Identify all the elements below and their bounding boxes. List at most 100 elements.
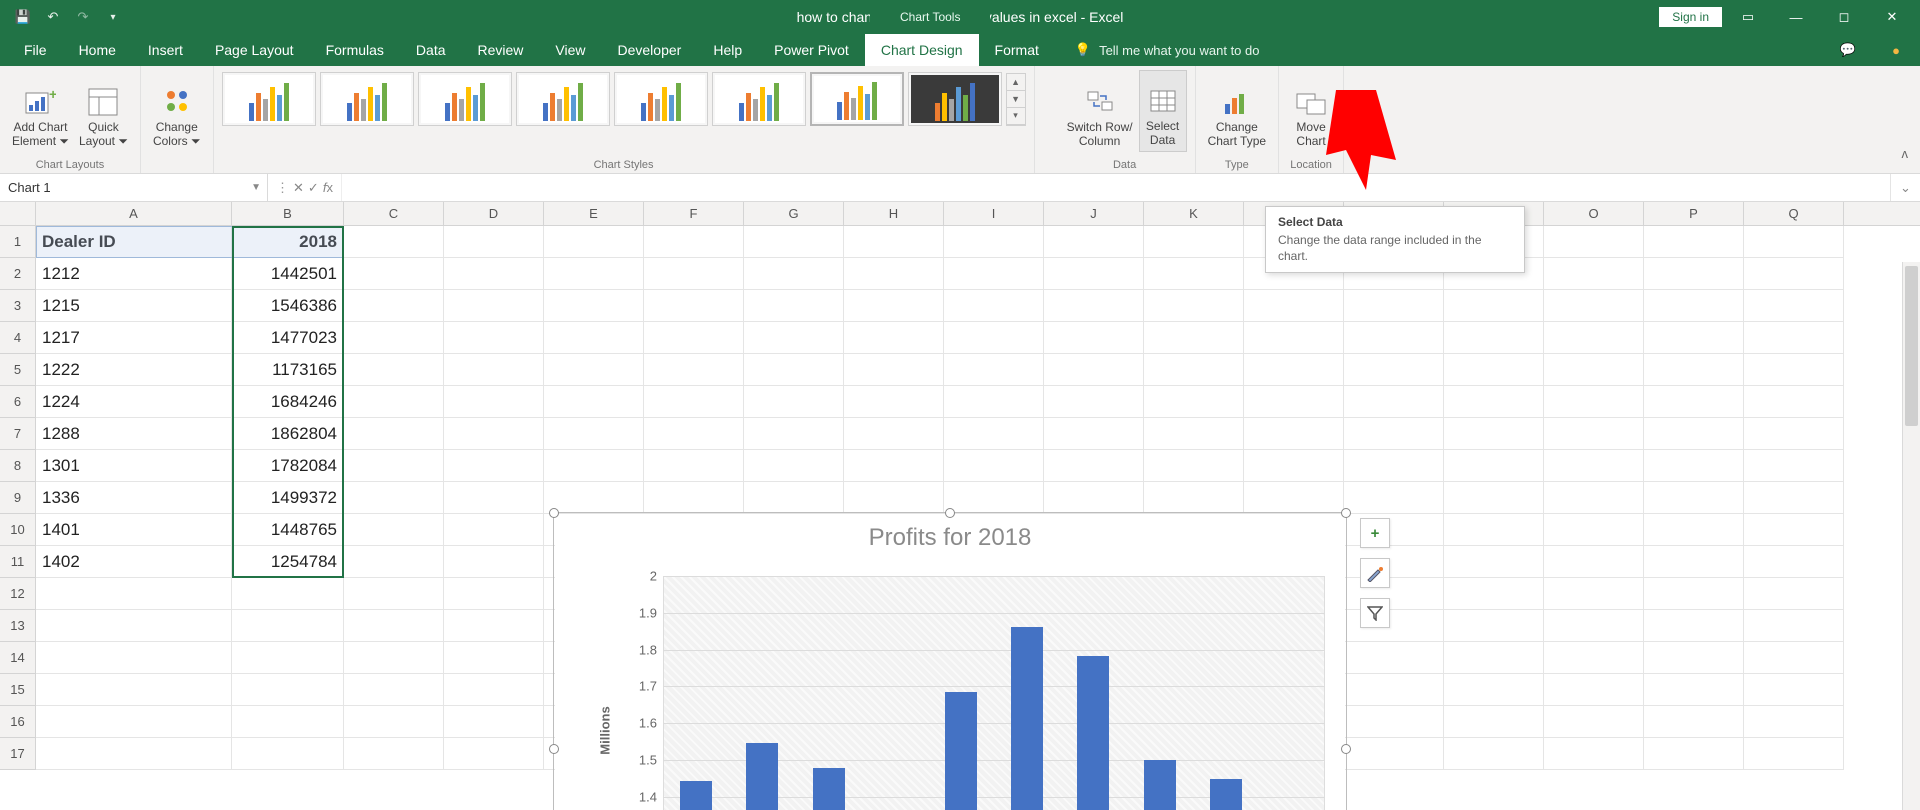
cell[interactable]: 1224 xyxy=(36,386,232,418)
plot-area[interactable]: Millions 21.91.81.71.61.51.41.31.21.11 xyxy=(615,576,1325,810)
cell[interactable] xyxy=(232,674,344,706)
cell[interactable] xyxy=(744,322,844,354)
cell[interactable] xyxy=(232,706,344,738)
cell[interactable] xyxy=(444,642,544,674)
cell[interactable] xyxy=(1344,482,1444,514)
more-icon[interactable]: ▾ xyxy=(1007,108,1025,125)
cell[interactable]: 1254784 xyxy=(232,546,344,578)
cell[interactable] xyxy=(344,290,444,322)
cell[interactable] xyxy=(1544,290,1644,322)
cell[interactable] xyxy=(344,482,444,514)
cell[interactable] xyxy=(344,738,444,770)
cell[interactable] xyxy=(1144,482,1244,514)
tab-view[interactable]: View xyxy=(539,34,601,66)
scrollbar-thumb[interactable] xyxy=(1905,266,1918,426)
row-header[interactable]: 11 xyxy=(0,546,36,578)
cell[interactable] xyxy=(36,578,232,610)
name-box[interactable]: Chart 1 ▼ xyxy=(0,174,268,201)
cell[interactable] xyxy=(1644,578,1744,610)
cell[interactable] xyxy=(36,610,232,642)
row-header[interactable]: 16 xyxy=(0,706,36,738)
select-data-button[interactable]: Select Data xyxy=(1139,70,1187,152)
cell[interactable]: 1782084 xyxy=(232,450,344,482)
row-header[interactable]: 13 xyxy=(0,610,36,642)
cell[interactable] xyxy=(1544,322,1644,354)
cell[interactable] xyxy=(644,418,744,450)
cell[interactable] xyxy=(744,418,844,450)
cell[interactable] xyxy=(1744,482,1844,514)
cell[interactable] xyxy=(1444,674,1544,706)
resize-handle[interactable] xyxy=(549,744,559,754)
tab-file[interactable]: File xyxy=(8,34,63,66)
cell[interactable] xyxy=(1444,514,1544,546)
cell[interactable] xyxy=(1744,354,1844,386)
cell[interactable] xyxy=(1144,226,1244,258)
row-header[interactable]: 17 xyxy=(0,738,36,770)
redo-icon[interactable]: ↷ xyxy=(70,4,96,30)
cell[interactable]: 1684246 xyxy=(232,386,344,418)
cell[interactable] xyxy=(1044,354,1144,386)
cell[interactable] xyxy=(1444,386,1544,418)
worksheet-grid[interactable]: ABCDEFGHIJKLMNOPQ 1Dealer ID201821212144… xyxy=(0,202,1920,810)
cell[interactable] xyxy=(1344,578,1444,610)
cell[interactable] xyxy=(344,514,444,546)
bar[interactable] xyxy=(1210,779,1242,810)
cell[interactable] xyxy=(232,738,344,770)
column-header[interactable]: C xyxy=(344,202,444,225)
cell[interactable] xyxy=(232,642,344,674)
cell[interactable] xyxy=(1544,386,1644,418)
row-header[interactable]: 9 xyxy=(0,482,36,514)
cell[interactable] xyxy=(1744,418,1844,450)
cell[interactable] xyxy=(344,258,444,290)
cell[interactable] xyxy=(1744,546,1844,578)
chart-style-gallery[interactable]: ▲▼▾ xyxy=(222,70,1026,126)
cell[interactable] xyxy=(1144,450,1244,482)
cell[interactable] xyxy=(1144,322,1244,354)
cell[interactable] xyxy=(1544,482,1644,514)
cell[interactable] xyxy=(1444,322,1544,354)
cell[interactable] xyxy=(944,258,1044,290)
column-header[interactable]: E xyxy=(544,202,644,225)
tab-chartdesign[interactable]: Chart Design xyxy=(865,34,979,66)
signin-button[interactable]: Sign in xyxy=(1659,7,1722,27)
cell[interactable] xyxy=(1744,386,1844,418)
cell[interactable] xyxy=(1344,674,1444,706)
cell[interactable] xyxy=(944,290,1044,322)
resize-handle[interactable] xyxy=(549,508,559,518)
cell[interactable] xyxy=(1644,674,1744,706)
cell[interactable] xyxy=(444,482,544,514)
row-header[interactable]: 1 xyxy=(0,226,36,258)
cell[interactable] xyxy=(1744,674,1844,706)
chart-filters-button[interactable] xyxy=(1360,598,1390,628)
tab-help[interactable]: Help xyxy=(697,34,758,66)
cell[interactable] xyxy=(444,258,544,290)
down-icon[interactable]: ▼ xyxy=(1007,91,1025,108)
cell[interactable] xyxy=(1344,354,1444,386)
cell[interactable] xyxy=(1644,450,1744,482)
cell[interactable] xyxy=(1744,322,1844,354)
cell[interactable]: 1222 xyxy=(36,354,232,386)
cell[interactable] xyxy=(744,450,844,482)
style-thumb[interactable] xyxy=(418,72,512,126)
cell[interactable]: 1499372 xyxy=(232,482,344,514)
expand-formula-icon[interactable]: ⌄ xyxy=(1890,174,1920,201)
add-chart-element-button[interactable]: + Add Chart Element ⏷ xyxy=(8,70,73,152)
cell[interactable] xyxy=(1744,450,1844,482)
cell[interactable]: 1862804 xyxy=(232,418,344,450)
cell[interactable] xyxy=(1544,258,1644,290)
cell[interactable] xyxy=(444,610,544,642)
cell[interactable]: 1477023 xyxy=(232,322,344,354)
cell[interactable] xyxy=(1144,418,1244,450)
style-thumb[interactable] xyxy=(516,72,610,126)
row-header[interactable]: 10 xyxy=(0,514,36,546)
cell[interactable] xyxy=(444,514,544,546)
column-header[interactable]: D xyxy=(444,202,544,225)
cell[interactable] xyxy=(1344,642,1444,674)
cell[interactable] xyxy=(1144,354,1244,386)
cell[interactable] xyxy=(1644,258,1744,290)
tab-data[interactable]: Data xyxy=(400,34,462,66)
cell[interactable]: 1288 xyxy=(36,418,232,450)
select-all-triangle[interactable] xyxy=(0,202,36,225)
cell[interactable] xyxy=(1244,322,1344,354)
cell[interactable] xyxy=(1344,610,1444,642)
